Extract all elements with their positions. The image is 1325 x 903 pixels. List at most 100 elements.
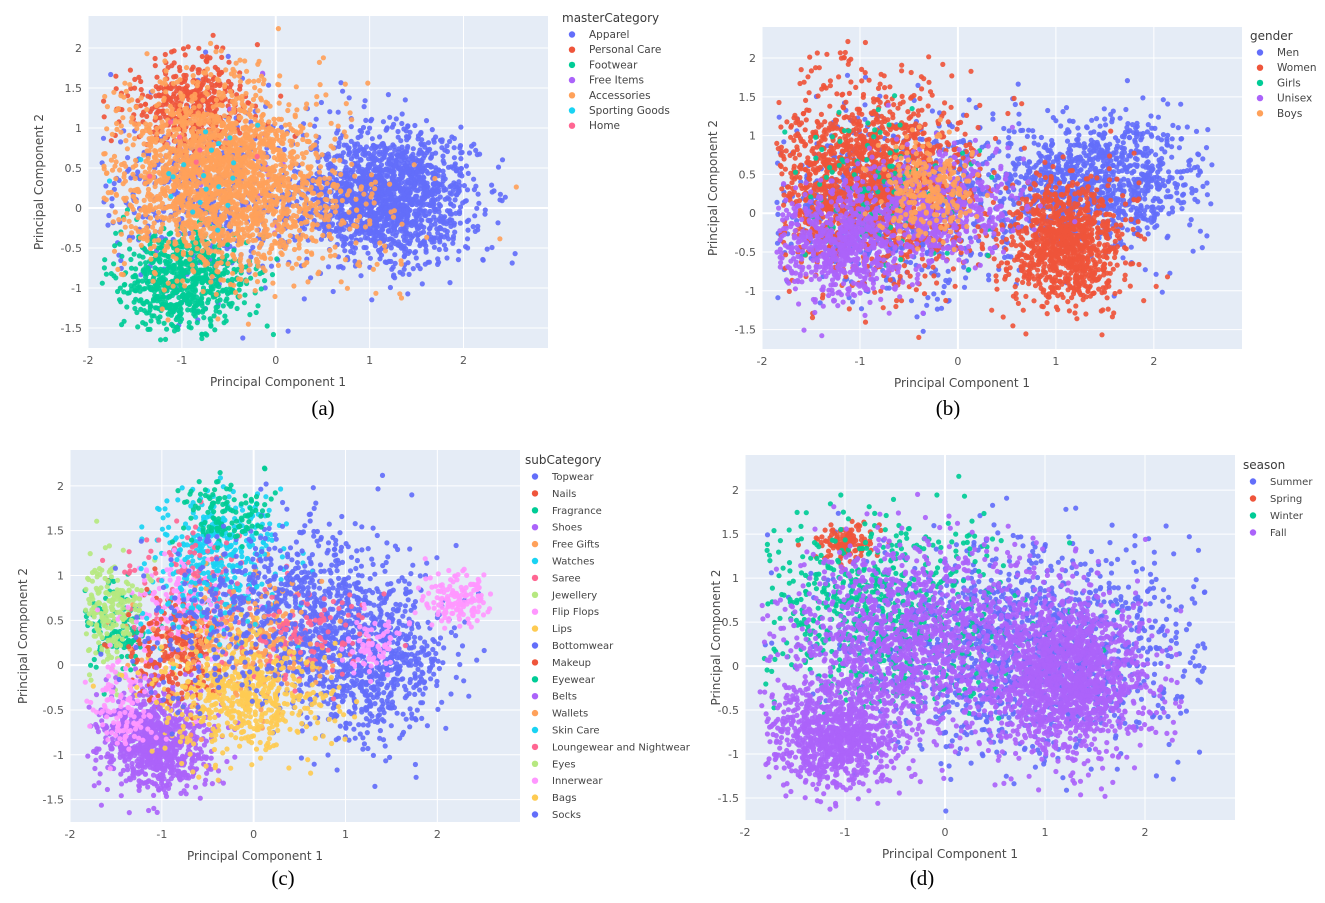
data-point [247,312,253,318]
data-point [333,192,339,198]
data-point [459,149,465,155]
data-point [313,133,319,139]
data-point [361,104,367,110]
data-point [121,261,127,267]
data-point [381,172,388,178]
data-point [186,200,192,206]
data-point [127,107,133,113]
data-point [269,186,275,193]
data-point [117,167,123,173]
data-point [285,107,291,114]
data-point [257,232,263,238]
data-point [216,309,223,315]
data-point [318,99,324,106]
data-point [156,209,162,216]
data-point [147,215,154,221]
data-point [278,162,284,168]
data-point [108,71,114,78]
data-point [385,222,391,228]
data-point [290,127,296,133]
data-point [352,232,358,238]
data-point [136,121,142,127]
data-point [440,158,446,164]
data-point [421,141,427,147]
data-point [121,94,127,100]
data-point [166,231,172,237]
data-point [180,46,187,52]
data-point [161,95,167,101]
data-point [458,166,464,172]
data-point [242,216,249,222]
data-point [489,244,495,251]
data-point [372,145,378,151]
data-point [191,105,197,111]
data-point [166,239,172,245]
data-point [182,283,188,289]
data-point [147,196,153,202]
data-point [217,161,223,167]
data-point [171,74,177,80]
data-point [367,163,373,169]
data-point [151,243,157,249]
data-point [118,231,124,237]
data-point [204,222,210,228]
data-point [148,256,154,262]
data-point [162,135,168,141]
data-point [495,164,502,170]
data-point [168,214,174,220]
data-point [255,61,261,67]
data-point [151,220,157,226]
data-point [389,196,395,202]
data-point [144,310,150,316]
data-point [189,262,195,268]
data-point [405,250,411,256]
data-point [165,280,171,286]
data-point [156,101,162,107]
data-point [471,176,477,182]
data-point [495,220,501,226]
data-point [108,157,114,163]
data-point [420,155,426,161]
data-point [227,191,233,198]
data-point [105,190,111,196]
data-point [215,66,221,73]
data-point [118,139,124,145]
data-point [250,244,256,250]
data-point [234,305,240,312]
data-point [171,91,177,97]
data-point [436,246,442,253]
data-point [123,138,129,144]
data-point [293,84,299,90]
data-point [403,246,409,252]
data-point [188,167,194,173]
data-point [109,203,115,209]
data-point [127,82,133,88]
data-point [167,85,173,91]
data-point [188,289,194,295]
data-point [103,170,110,176]
data-point [423,118,430,124]
data-point [219,250,225,256]
data-point [154,74,160,80]
data-point [417,159,423,166]
data-point [337,157,343,163]
data-point [404,145,410,151]
data-point [450,240,456,246]
data-point [255,108,261,114]
data-point [470,224,476,230]
data-point [214,76,220,82]
data-point [215,316,221,322]
data-point [396,196,402,202]
data-point [109,131,115,137]
data-point [385,92,391,98]
data-point [489,189,495,195]
data-point [316,59,322,65]
data-point [284,191,290,197]
data-point [411,221,417,227]
data-point [436,201,442,207]
data-point [419,169,425,175]
data-point [154,131,160,137]
data-point [106,212,112,219]
data-point [194,320,200,326]
data-point [301,296,307,302]
